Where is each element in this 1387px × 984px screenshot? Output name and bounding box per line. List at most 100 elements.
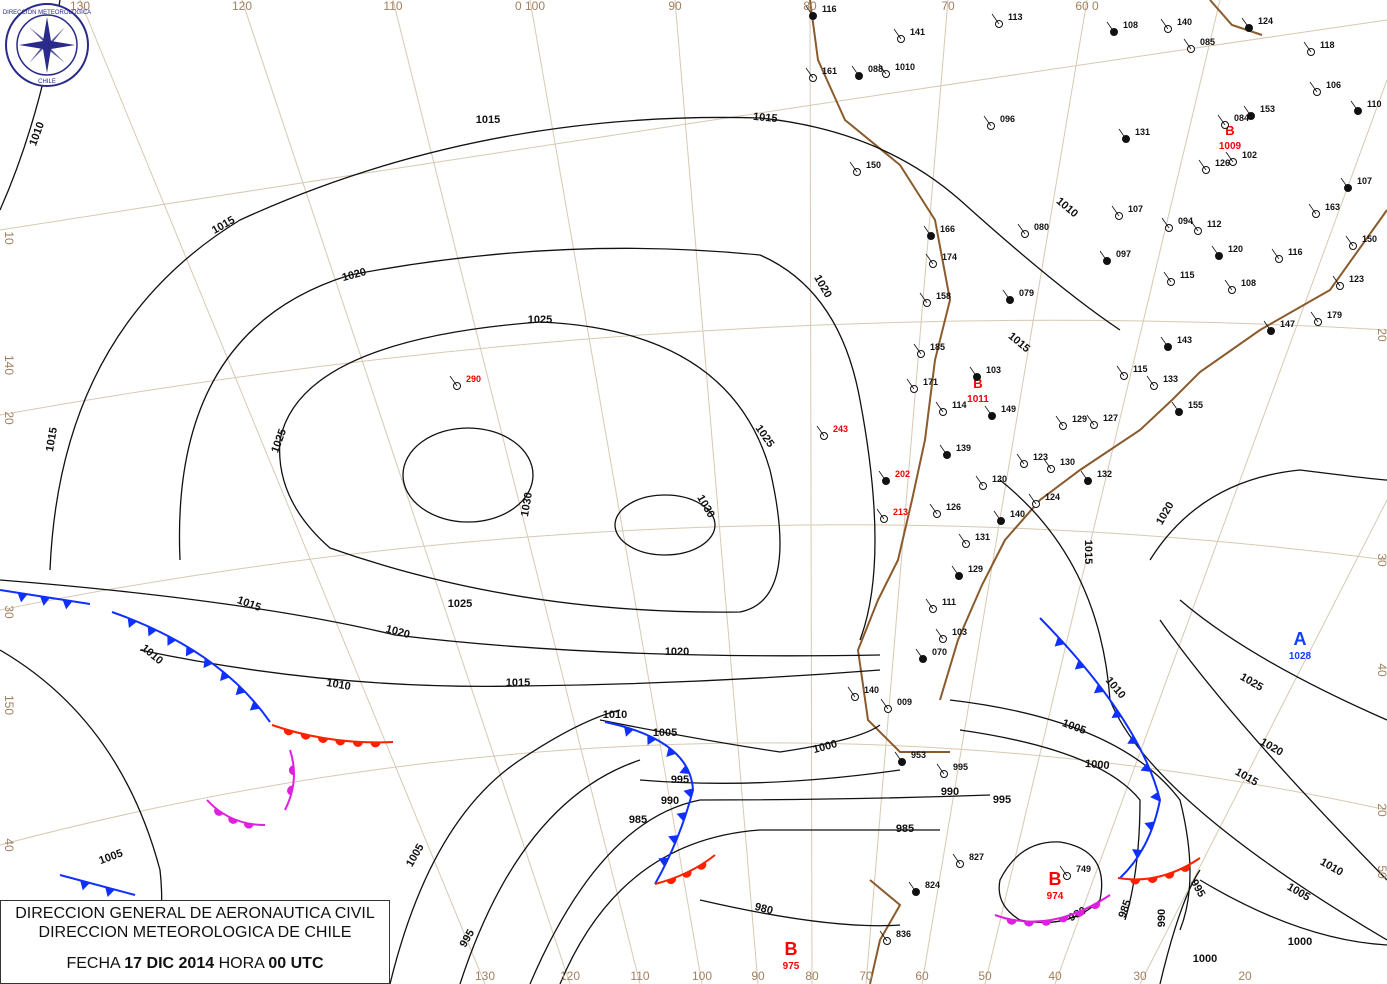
station-pressure: 140 (1010, 509, 1025, 519)
station-plot: 150 (1345, 234, 1377, 250)
station-pressure: 141 (910, 27, 925, 37)
station-plot: 129 (951, 564, 983, 580)
wind-barb (935, 628, 944, 640)
station-pressure: 131 (975, 532, 990, 542)
wind-barb (1225, 151, 1234, 163)
station-plot: 953 (894, 750, 926, 766)
station-pressure: 079 (1019, 288, 1034, 298)
cold-front-symbol (17, 592, 28, 603)
isobar-label: 1015 (1233, 766, 1260, 789)
wind-barb (951, 565, 960, 577)
station-plot: 079 (1002, 288, 1034, 304)
graticule-label: 20 (1375, 328, 1387, 342)
station-plot: 009 (880, 697, 912, 713)
wind-barb (1118, 128, 1127, 140)
wind-barb (878, 63, 887, 75)
wind-barb (1017, 223, 1026, 235)
station-pressure: 123 (1349, 274, 1364, 284)
cold-front-symbol (235, 685, 246, 696)
hora-label: HORA (218, 955, 264, 972)
station-plot: 110 (1350, 99, 1382, 115)
station-pressure: 150 (866, 160, 881, 170)
cold-front-symbol (249, 700, 260, 711)
wind-barb (929, 503, 938, 515)
wind-barb (1163, 271, 1172, 283)
warm-front-symbol (1090, 901, 1101, 910)
warm-front-symbol (1041, 919, 1052, 926)
station-plot: 127 (1086, 413, 1118, 429)
wind-barb (919, 292, 928, 304)
warm-front-symbol (352, 741, 363, 747)
station-pressure: 827 (969, 852, 984, 862)
station-plot: 213 (876, 507, 908, 523)
isobar-label: 1000 (1193, 953, 1217, 965)
station-plot: 124 (1028, 492, 1060, 508)
station-plot: 1010 (878, 62, 915, 78)
wind-barb (847, 686, 856, 698)
station-plot: 116 (805, 4, 837, 20)
station-plot: 120 (1211, 244, 1243, 260)
isobar-label: 1020 (665, 646, 689, 658)
department-name: DIRECCION METEOROLOGICA DE CHILE (38, 924, 352, 941)
station-pressure: 836 (896, 929, 911, 939)
station-pressure: 749 (1076, 864, 1091, 874)
station-pressure: 094 (1178, 216, 1193, 226)
chart-date: 17 DIC 2014 (124, 955, 215, 972)
station-plot: 174 (925, 252, 957, 268)
fecha-label: FECHA (66, 955, 120, 972)
wind-barb (1303, 41, 1312, 53)
isobar-label: 1020 (341, 266, 368, 284)
wind-barb (851, 65, 860, 77)
station-plot: 115 (1116, 364, 1148, 380)
wind-barb (991, 13, 1000, 25)
station-pressure: 102 (1242, 150, 1257, 160)
graticule-label: 0 100 (515, 0, 545, 13)
station-plot: 115 (1163, 270, 1195, 286)
station-pressure: 115 (1180, 270, 1195, 280)
wind-barb (1340, 177, 1349, 189)
graticule-label: 60 (915, 969, 929, 983)
station-plot: 166 (923, 224, 955, 240)
graticule-label: 100 (692, 969, 712, 983)
graticule-label: 140 (2, 355, 16, 375)
station-plot: 107 (1340, 176, 1372, 192)
warm-front-symbol (1130, 879, 1141, 885)
station-pressure: 120 (992, 474, 1007, 484)
station-plot: 088 (851, 64, 883, 80)
wind-barb (1086, 414, 1095, 426)
graticule-label: 150 (2, 695, 16, 715)
station-plot: 143 (1160, 335, 1192, 351)
wind-barb (906, 378, 915, 390)
station-pressure: 108 (1241, 278, 1256, 288)
warm-front-symbol (1180, 864, 1191, 872)
station-circle (1020, 460, 1028, 468)
station-pressure: 147 (1280, 319, 1295, 329)
station-pressure: 115 (1133, 364, 1148, 374)
station-pressure: 103 (952, 627, 967, 637)
graticule-label: 20 (1375, 803, 1387, 817)
station-plot: 130 (1043, 457, 1075, 473)
warm-front-symbol (1023, 921, 1034, 927)
graticule-label: 20 (1238, 969, 1252, 983)
wind-barb (1309, 81, 1318, 93)
wind-barb (879, 930, 888, 942)
wind-barb (925, 598, 934, 610)
cold-front-symbol (658, 857, 669, 867)
station-pressure: 174 (942, 252, 957, 262)
isobar-label: 1015 (44, 426, 60, 452)
low-pressure-symbol: B (973, 376, 982, 391)
wind-barb (958, 533, 967, 545)
graticule-label: 50 (978, 969, 992, 983)
cold-front-symbol (167, 635, 177, 646)
station-plot: 123 (1016, 452, 1048, 468)
wind-barb (1263, 320, 1272, 332)
wind-barb (1310, 311, 1319, 323)
station-pressure: 150 (1362, 234, 1377, 244)
agency-name: DIRECCION GENERAL DE AERONAUTICA CIVIL (15, 905, 375, 922)
station-pressure: 096 (1000, 114, 1015, 124)
isobar-label: 1015 (476, 114, 500, 126)
cold-front-symbol (1150, 791, 1160, 802)
station-pressure: 140 (1177, 17, 1192, 27)
isobar-label: 1020 (1154, 500, 1177, 527)
